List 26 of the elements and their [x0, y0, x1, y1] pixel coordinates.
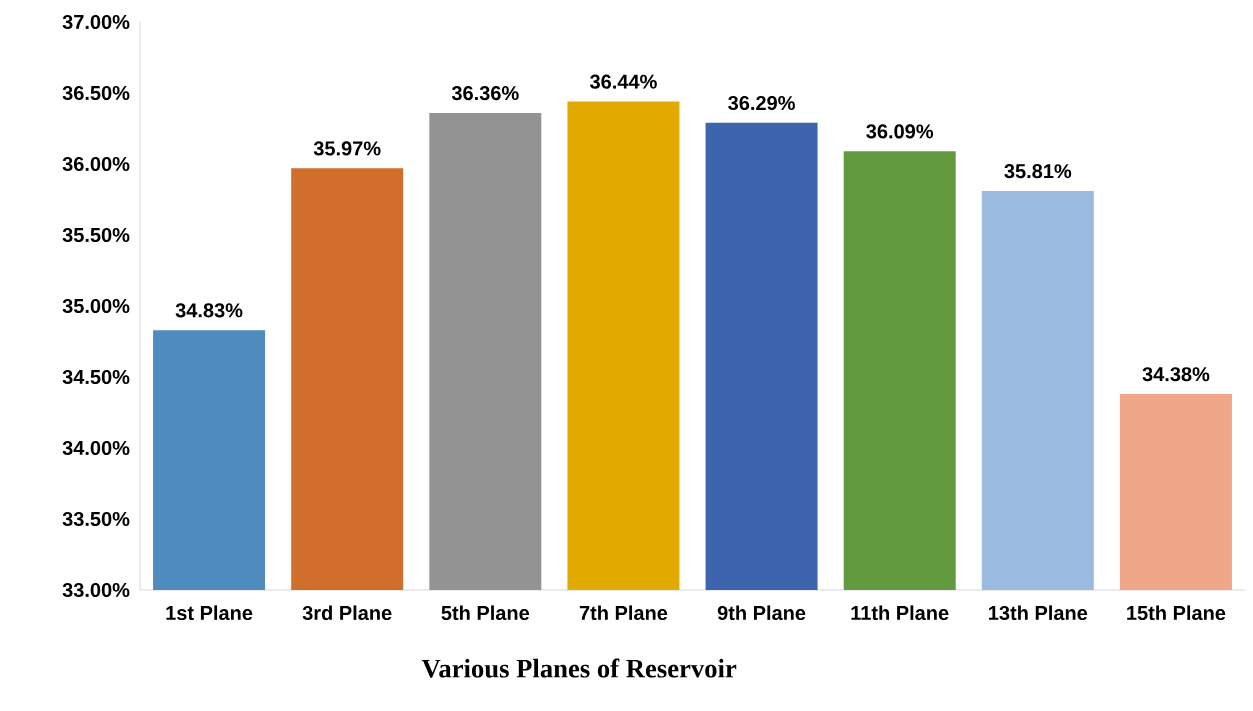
x-tick-label: 3rd Plane — [302, 605, 392, 621]
x-tick-label: 13th Plane — [989, 605, 1088, 621]
y-tick-label: 37.00% — [62, 14, 130, 30]
data-label: 34.38% — [1142, 367, 1210, 382]
data-label: 36.36% — [451, 85, 519, 101]
data-label: 36.09% — [866, 124, 934, 139]
y-tick-label: 35.50% — [62, 227, 130, 243]
data-label: 36.44% — [589, 74, 657, 89]
y-tick-label: 33.00% — [62, 582, 130, 598]
y-tick-label: 33.50% — [62, 511, 130, 527]
data-label: 35.97% — [313, 141, 381, 156]
x-tick-label: 7th Plane — [579, 605, 668, 621]
y-tick-label: 35.00% — [62, 298, 130, 314]
x-tick-label: 9th Plane — [717, 605, 806, 621]
y-tick-label: 36.00% — [62, 156, 130, 172]
x-tick-label: 15th Plane — [1127, 605, 1226, 621]
data-label: 35.81% — [1004, 164, 1072, 179]
y-tick-label: 34.50% — [62, 369, 130, 385]
x-tick-label: 11th Plane — [851, 605, 949, 621]
y-tick-label: 34.00% — [62, 440, 130, 456]
x-axis-title: Various Planes of Reservoir — [421, 658, 737, 678]
x-tick-label: 1st Plane — [166, 605, 253, 621]
data-label: 36.29% — [728, 95, 795, 111]
y-tick-label: 36.50% — [62, 85, 130, 101]
data-label: 34.83% — [175, 303, 243, 318]
x-tick-label: 5th Plane — [441, 605, 530, 621]
